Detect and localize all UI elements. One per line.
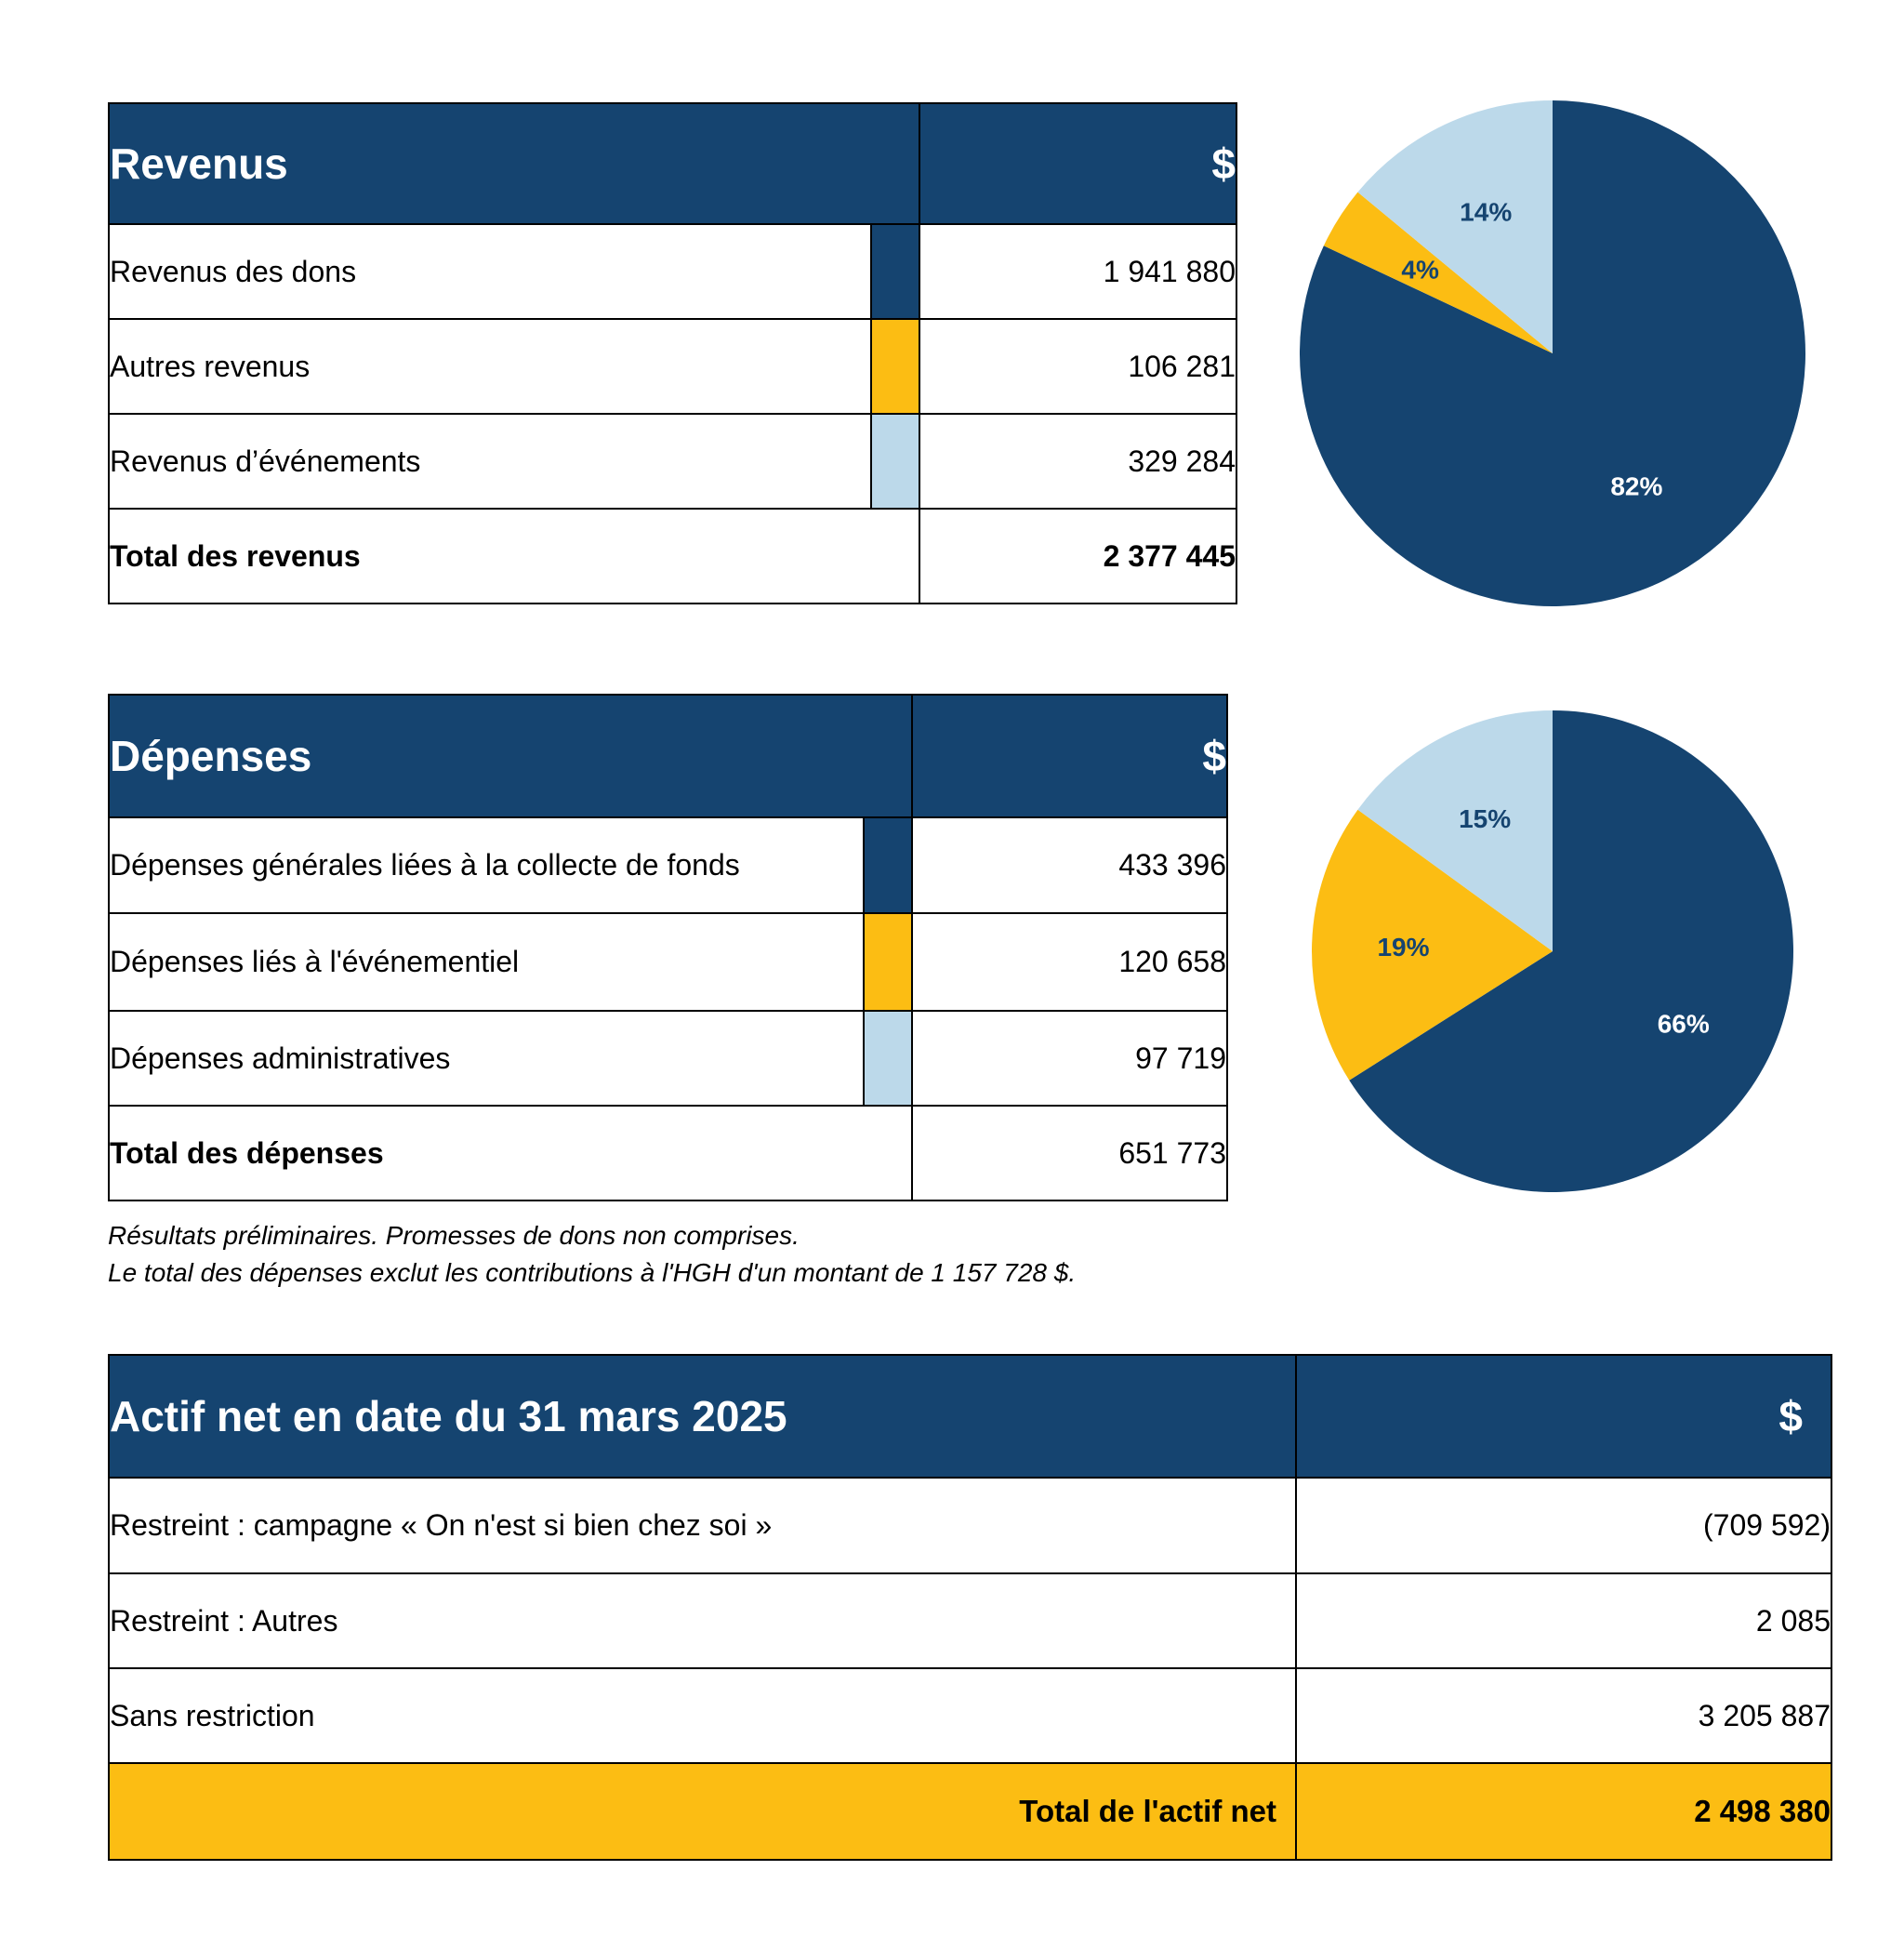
pie-slice-label: 15% (1459, 804, 1511, 833)
total-amount: 2 377 445 (919, 508, 1237, 604)
row-amount: 2 085 (1295, 1572, 1832, 1669)
actif-currency: $ (1295, 1354, 1832, 1479)
pie-slice-label: 4% (1401, 256, 1439, 285)
row-label: Dépenses générales liées à la collecte d… (108, 816, 864, 914)
total-label: Total des revenus (108, 508, 920, 604)
depenses-currency: $ (911, 694, 1228, 818)
row-amount: 120 658 (911, 912, 1228, 1012)
footnote: Résultats préliminaires. Promesses de do… (108, 1217, 1076, 1292)
color-swatch (863, 1010, 913, 1107)
pie-slice-label: 14% (1460, 197, 1512, 226)
table-row: Revenus des dons 1 941 880 (108, 223, 1237, 320)
total-label: Total de l'actif net (108, 1762, 1297, 1861)
table-row: Dépenses générales liées à la collecte d… (108, 816, 1228, 914)
pie-slice (1300, 100, 1805, 607)
row-amount: 329 284 (919, 413, 1237, 510)
total-row: Total des revenus 2 377 445 (108, 508, 1237, 604)
row-label: Dépenses administratives (108, 1010, 864, 1107)
color-swatch (870, 223, 920, 320)
color-swatch (863, 912, 913, 1012)
row-amount: 97 719 (911, 1010, 1228, 1107)
row-amount: 3 205 887 (1295, 1667, 1832, 1764)
table-row: Revenus d’événements 329 284 (108, 413, 1237, 510)
pie-slice (1312, 809, 1553, 1081)
pie-slice-label: 19% (1377, 933, 1429, 962)
row-label: Revenus des dons (108, 223, 871, 320)
revenus-pie-chart: 82% 4% 14% (1300, 100, 1805, 607)
pie-slice-label: 66% (1658, 1009, 1710, 1038)
table-row: Sans restriction 3 205 887 (108, 1667, 1832, 1764)
row-label: Restreint : Autres (108, 1572, 1297, 1669)
revenus-title: Revenus (108, 102, 920, 225)
table-row: Restreint : Autres 2 085 (108, 1572, 1832, 1669)
table-row: Dépenses administratives 97 719 (108, 1010, 1228, 1107)
depenses-title: Dépenses (108, 694, 913, 818)
total-label: Total des dépenses (108, 1105, 913, 1201)
color-swatch (870, 413, 920, 510)
row-label: Revenus d’événements (108, 413, 871, 510)
pie-slice (1323, 192, 1553, 353)
row-label: Autres revenus (108, 318, 871, 415)
depenses-pie-chart: 66% 19% 15% (1312, 710, 1793, 1192)
color-swatch (870, 318, 920, 415)
row-amount: 1 941 880 (919, 223, 1237, 320)
pie-slice (1357, 710, 1553, 951)
footnote-line-2: Le total des dépenses exclut les contrib… (108, 1258, 1077, 1287)
row-amount: 433 396 (911, 816, 1228, 914)
footnote-line-1: Résultats préliminaires. Promesses de do… (108, 1221, 800, 1250)
row-amount: 106 281 (919, 318, 1237, 415)
actif-net-table: Actif net en date du 31 mars 2025 $ Rest… (108, 1354, 1832, 1861)
total-row: Total de l'actif net 2 498 380 (108, 1762, 1832, 1861)
color-swatch (863, 816, 913, 914)
row-label: Sans restriction (108, 1667, 1297, 1764)
table-row: Autres revenus 106 281 (108, 318, 1237, 415)
revenus-currency: $ (919, 102, 1237, 225)
row-amount: (709 592) (1295, 1477, 1832, 1574)
depenses-header-row: Dépenses $ (108, 694, 1228, 818)
actif-header-row: Actif net en date du 31 mars 2025 $ (108, 1354, 1832, 1479)
depenses-table: Dépenses $ Dépenses générales liées à la… (108, 694, 1228, 1201)
pie-slice-label: 82% (1610, 471, 1662, 500)
table-row: Dépenses liés à l'événementiel 120 658 (108, 912, 1228, 1012)
total-amount: 651 773 (911, 1105, 1228, 1201)
actif-title: Actif net en date du 31 mars 2025 (108, 1354, 1297, 1479)
row-label: Dépenses liés à l'événementiel (108, 912, 864, 1012)
total-row: Total des dépenses 651 773 (108, 1105, 1228, 1201)
total-amount: 2 498 380 (1295, 1762, 1832, 1861)
row-label: Restreint : campagne « On n'est si bien … (108, 1477, 1297, 1574)
pie-slice (1349, 710, 1793, 1192)
pie-slice (1357, 100, 1553, 353)
revenus-table: Revenus $ Revenus des dons 1 941 880 Aut… (108, 102, 1237, 604)
table-row: Restreint : campagne « On n'est si bien … (108, 1477, 1832, 1574)
revenus-header-row: Revenus $ (108, 102, 1237, 225)
